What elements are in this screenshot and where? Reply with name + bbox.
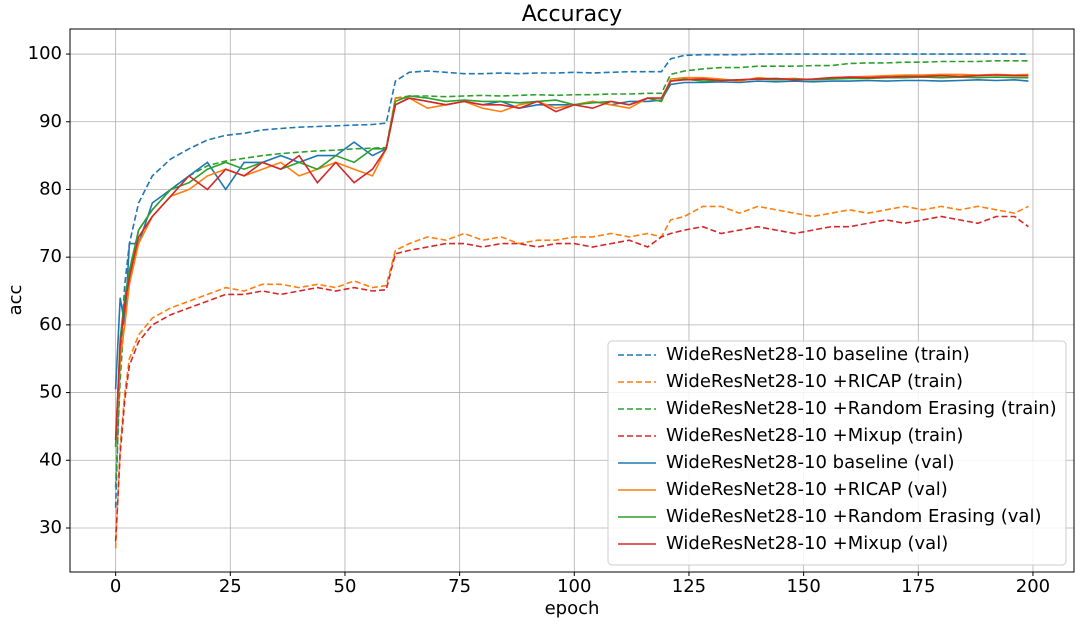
x-tick-label: 200 [1016, 576, 1050, 597]
x-tick-label: 175 [901, 576, 935, 597]
x-tick-label: 100 [557, 576, 591, 597]
legend-label: WideResNet28-10 baseline (val) [666, 452, 955, 473]
x-tick-label: 50 [334, 576, 357, 597]
series-line [114, 60, 1029, 488]
series-line [114, 53, 1029, 508]
y-tick-label: 100 [28, 43, 62, 64]
series-line [114, 74, 1029, 441]
legend: WideResNet28-10 baseline (train) WideResN… [607, 340, 1067, 566]
y-tick-label: 50 [39, 382, 62, 403]
y-tick-label: 60 [39, 314, 62, 335]
plot-lines [114, 53, 1029, 549]
y-tick-label: 40 [39, 449, 62, 470]
y-axis-label: acc [5, 285, 26, 316]
series-line [114, 215, 1029, 542]
x-tick-label: 25 [219, 576, 242, 597]
legend-label: WideResNet28-10 baseline (train) [666, 344, 970, 365]
y-tick-label: 90 [39, 111, 62, 132]
plot-frame [69, 28, 1075, 573]
legend-label: WideResNet28-10 +RICAP (train) [666, 371, 963, 392]
x-tick-label: 150 [786, 576, 820, 597]
x-tick-label: 0 [110, 576, 121, 597]
y-tick-label: 30 [39, 517, 62, 538]
x-tick-label: 75 [448, 576, 471, 597]
legend-label: WideResNet28-10 +Mixup (train) [666, 425, 963, 446]
legend-label: WideResNet28-10 +Mixup (val) [666, 533, 948, 554]
y-tick-label: 70 [39, 246, 62, 267]
x-tick-label: 125 [672, 576, 706, 597]
legend-box [607, 340, 1067, 566]
y-tick-label: 80 [39, 178, 62, 199]
series-line [114, 205, 1029, 549]
legend-label: WideResNet28-10 +Random Erasing (val) [666, 506, 1041, 527]
chart-title: Accuracy [522, 2, 622, 27]
legend-label: WideResNet28-10 +Random Erasing (train) [666, 398, 1057, 419]
legend-label: WideResNet28-10 +RICAP (val) [666, 479, 948, 500]
x-axis-label: epoch [545, 598, 600, 619]
